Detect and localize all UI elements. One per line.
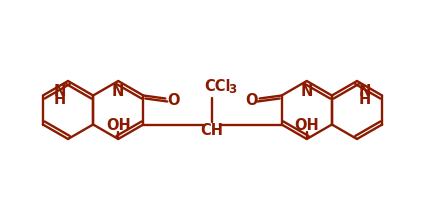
Text: OH: OH bbox=[106, 118, 130, 134]
Text: O: O bbox=[167, 93, 180, 108]
Text: CCl: CCl bbox=[204, 79, 230, 94]
Text: H: H bbox=[359, 93, 371, 107]
Text: H: H bbox=[54, 93, 66, 107]
Text: OH: OH bbox=[295, 118, 319, 134]
Text: O: O bbox=[245, 93, 258, 108]
Text: CH: CH bbox=[201, 123, 224, 138]
Text: 3: 3 bbox=[228, 83, 236, 96]
Text: N: N bbox=[54, 84, 66, 99]
Text: N: N bbox=[112, 84, 125, 99]
Text: N: N bbox=[300, 84, 313, 99]
Text: N: N bbox=[359, 84, 371, 99]
